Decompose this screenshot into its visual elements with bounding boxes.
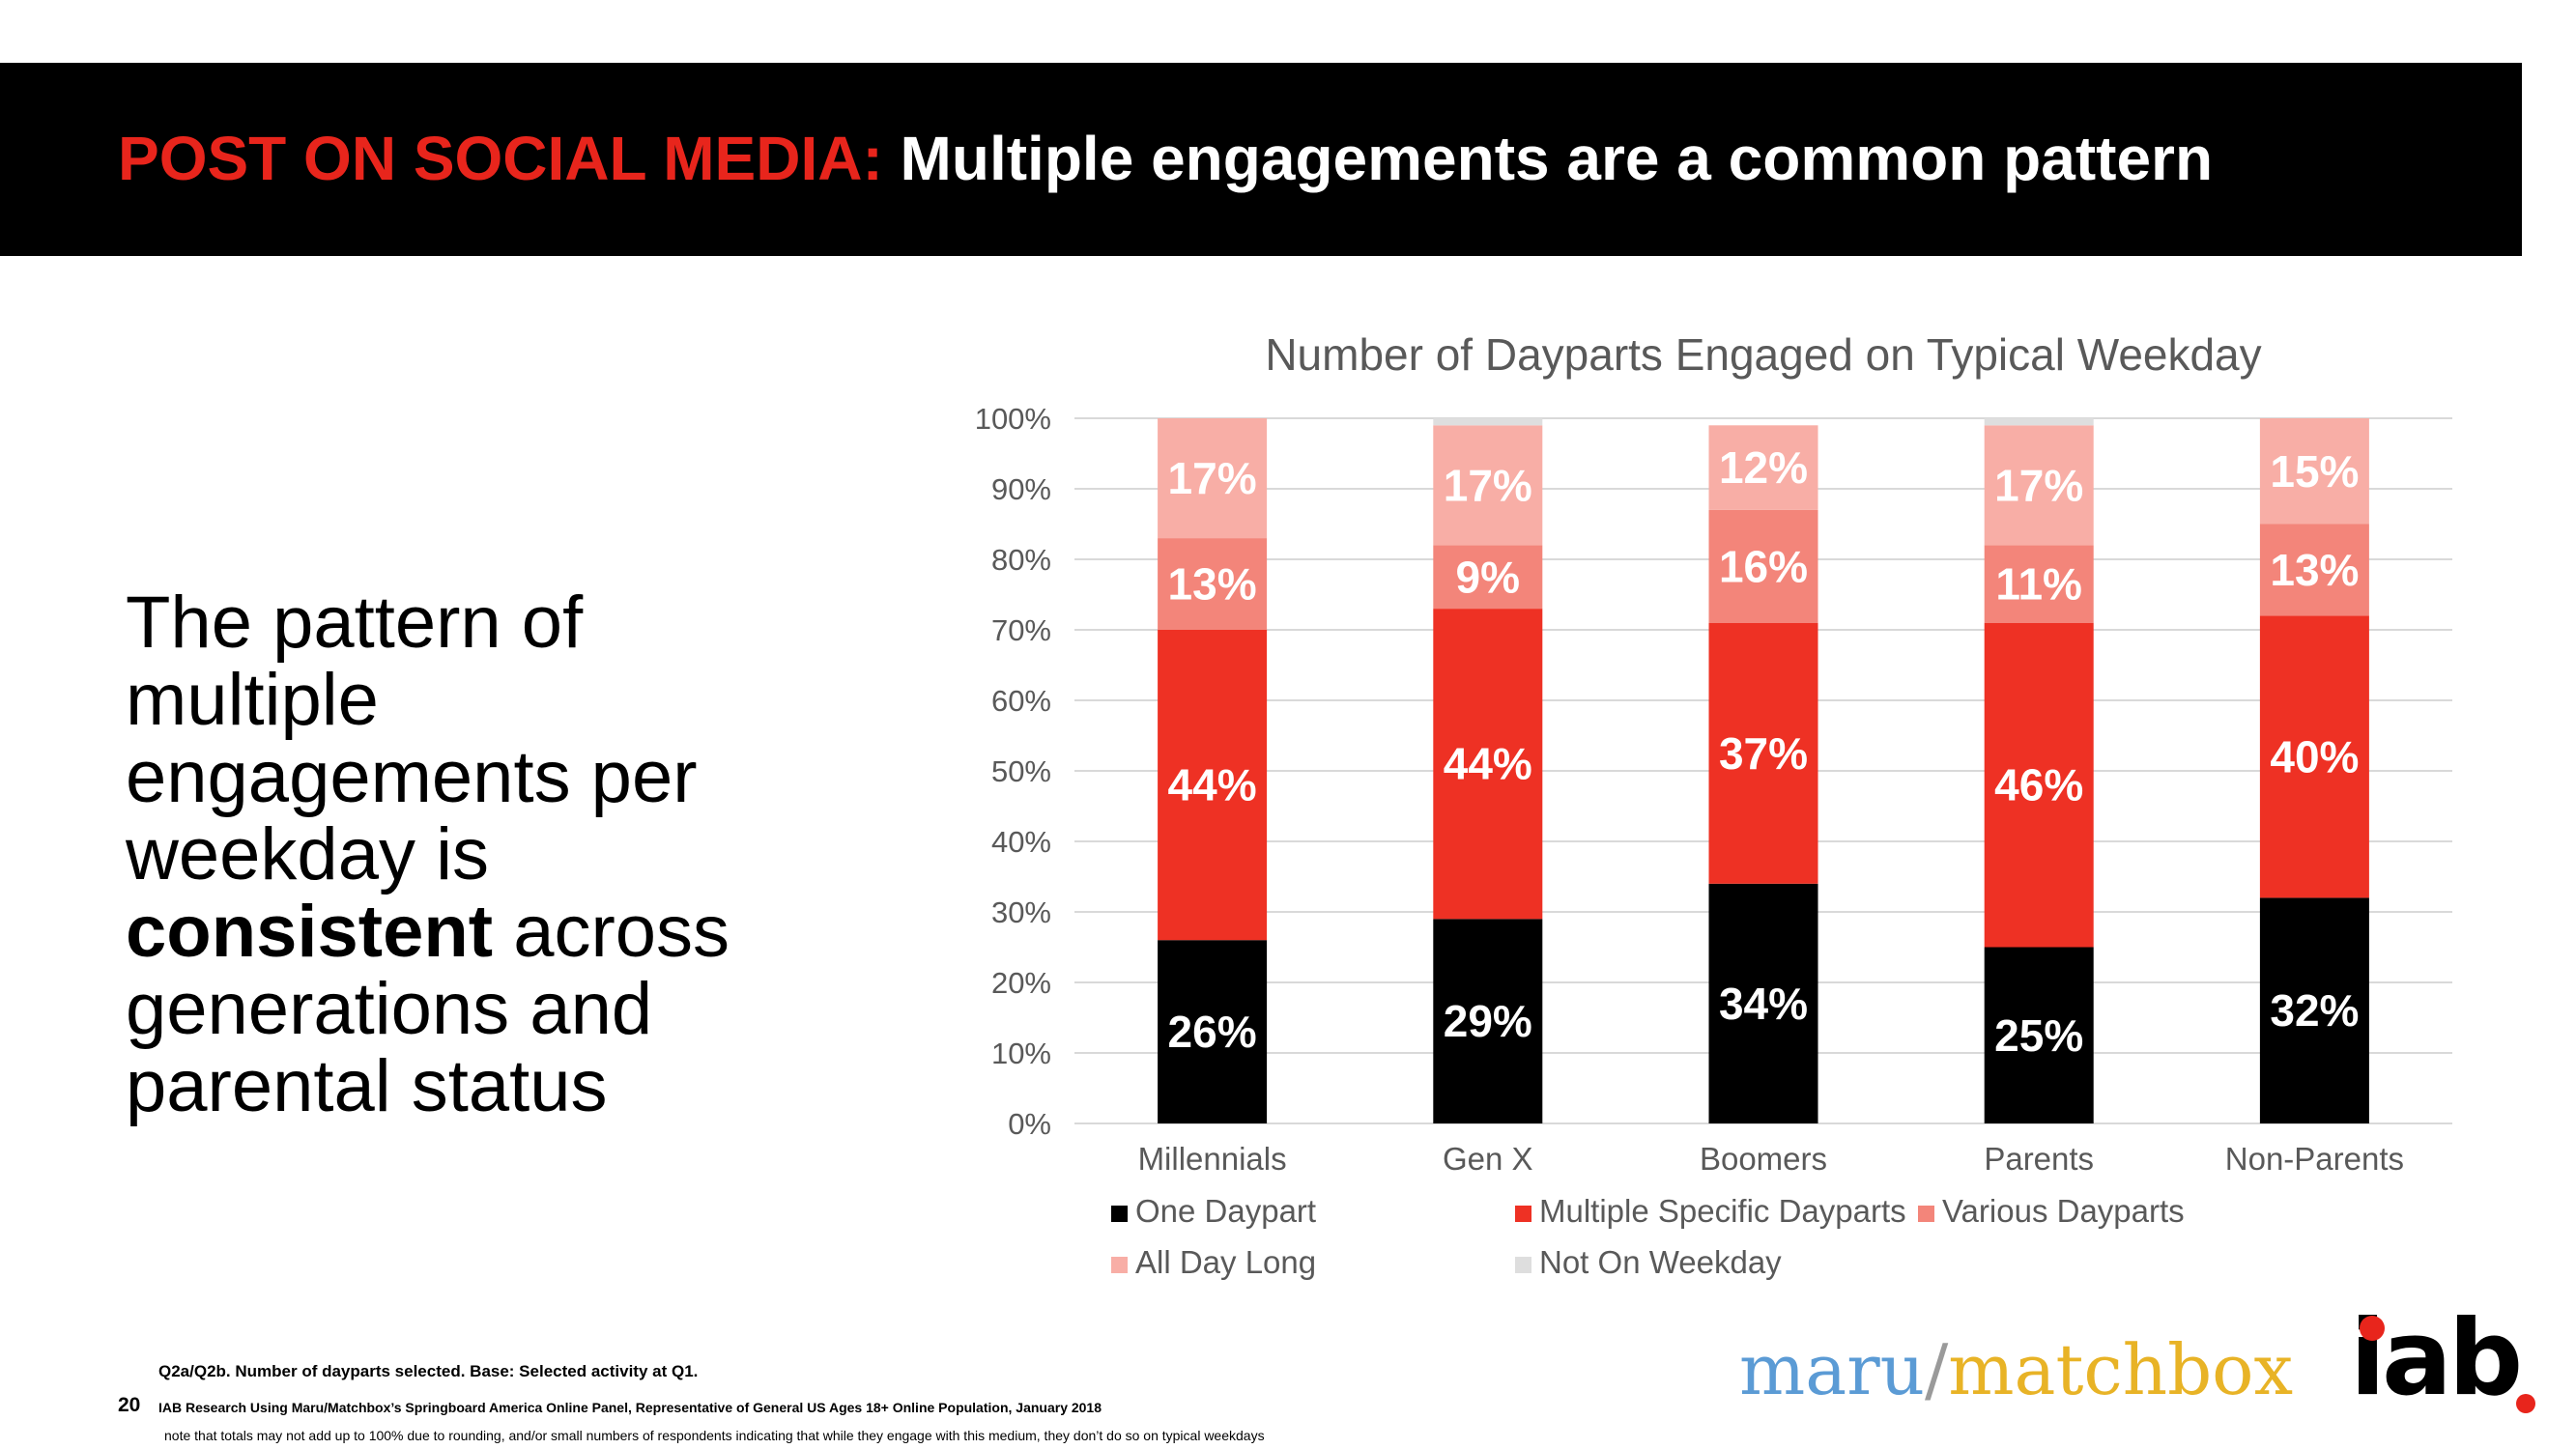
data-label: 17% [1444,460,1532,510]
legend-label: One Daypart [1135,1193,1316,1229]
y-tick-label: 40% [991,825,1051,859]
legend-label: Not On Weekday [1539,1244,1782,1280]
header-bar [0,63,2522,256]
legend-label: Multiple Specific Dayparts [1539,1193,1906,1229]
data-label: 40% [2270,731,2359,781]
bar-segment [2259,615,2369,898]
data-label: 32% [2270,985,2359,1036]
bar-segment [1708,622,1818,884]
data-label: 17% [1168,453,1257,503]
bar-segment [2259,418,2369,525]
y-tick-label: 60% [991,684,1051,718]
page-number: 20 [118,1394,141,1416]
legend-swatch [1515,1257,1531,1273]
bar-segment [1433,425,1543,546]
data-label: 17% [1994,460,2083,510]
y-tick-label: 50% [991,754,1051,788]
y-tick-label: 0% [1008,1107,1051,1141]
key-takeaway: The pattern of multiple engagements per … [126,584,802,1125]
bar-segment [1158,630,1268,941]
legend-swatch [1918,1206,1934,1222]
bar-segment [1984,947,2094,1123]
bar-segment [1433,609,1543,920]
bar-segment [1158,940,1268,1123]
data-label: 37% [1719,728,1808,779]
bar-segment [2259,524,2369,616]
logo-matchbox-text: matchbox [1948,1329,2294,1410]
data-label: 34% [1719,979,1808,1029]
bar-segment [1158,418,1268,539]
legend-label: Various Dayparts [1942,1193,2185,1229]
y-tick-label: 10% [991,1037,1051,1070]
bar-segment [1984,622,2094,948]
x-category-label: Non-Parents [2225,1141,2404,1177]
data-label: 15% [2270,446,2359,497]
data-label: 25% [1994,1010,2083,1061]
data-label: 11% [1995,559,2082,610]
bar-segment [1433,545,1543,610]
bar-segment [2259,897,2369,1123]
logo-maru-text: maru [1739,1329,1925,1410]
legend-swatch [1111,1206,1128,1222]
data-label: 9% [1456,552,1520,602]
x-category-label: Parents [1984,1141,2094,1177]
data-label: 26% [1168,1007,1257,1057]
data-label: 46% [1994,760,2083,810]
data-label: 13% [2270,545,2359,595]
title-highlight: POST ON SOCIAL MEDIA: [118,124,883,193]
maru-matchbox-logo: maru/matchbox [1739,1331,2293,1408]
bar-segment [1158,538,1268,630]
takeaway-text-1: The pattern of multiple engagements per … [126,582,698,895]
footnote-source: IAB Research Using Maru/Matchbox’s Sprin… [158,1400,1102,1415]
y-tick-label: 20% [991,966,1051,1000]
takeaway-text-2: across generations and parental status [126,891,730,1127]
bar-segment [1433,418,1543,426]
bar-segment [1433,919,1543,1123]
bar-segment [1984,425,2094,546]
logo-slash: / [1925,1329,1949,1410]
data-label: 44% [1168,760,1257,810]
bar-segment [1708,425,1818,510]
bar-segment [1708,883,1818,1123]
data-label: 29% [1444,996,1532,1046]
title-main: Multiple engagements are a common patter… [900,124,2214,193]
iab-logo-dot-i [2360,1316,2385,1341]
x-category-label: Boomers [1700,1141,1827,1177]
legend-swatch [1515,1206,1531,1222]
legend-label: All Day Long [1135,1244,1316,1280]
iab-logo-dot [2516,1394,2535,1413]
chart-title: Number of Dayparts Engaged on Typical We… [1265,329,2261,380]
bar-segment [1708,509,1818,623]
data-label: 44% [1444,739,1532,789]
data-label: 16% [1719,541,1808,591]
takeaway-bold: consistent [126,891,494,973]
bar-segment [1984,545,2094,623]
y-tick-label: 100% [975,402,1051,436]
y-tick-label: 90% [991,472,1051,506]
data-label: 12% [1719,442,1808,493]
x-category-label: Gen X [1443,1141,1533,1177]
data-label: 13% [1168,559,1257,610]
y-tick-label: 70% [991,613,1051,647]
page-title: POST ON SOCIAL MEDIA: Multiple engagemen… [118,122,2213,195]
y-tick-label: 80% [991,543,1051,577]
legend-swatch [1111,1257,1128,1273]
bar-segment [1984,418,2094,426]
footnote-rounding: note that totals may not add up to 100% … [164,1428,1265,1443]
x-category-label: Millennials [1138,1141,1287,1177]
footnote-question: Q2a/Q2b. Number of dayparts selected. Ba… [158,1362,699,1380]
y-tick-label: 30% [991,895,1051,929]
